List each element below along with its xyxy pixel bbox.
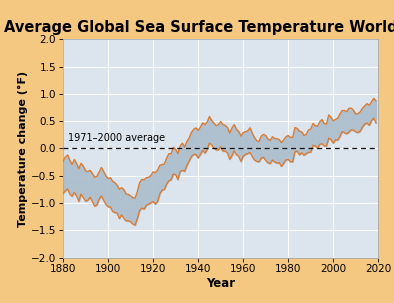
Title: Average Global Sea Surface Temperature Worldwide: Average Global Sea Surface Temperature W… [4, 20, 394, 35]
X-axis label: Year: Year [206, 277, 235, 290]
Y-axis label: Temperature change (°F): Temperature change (°F) [18, 70, 28, 227]
Text: 1971–2000 average: 1971–2000 average [67, 133, 165, 143]
